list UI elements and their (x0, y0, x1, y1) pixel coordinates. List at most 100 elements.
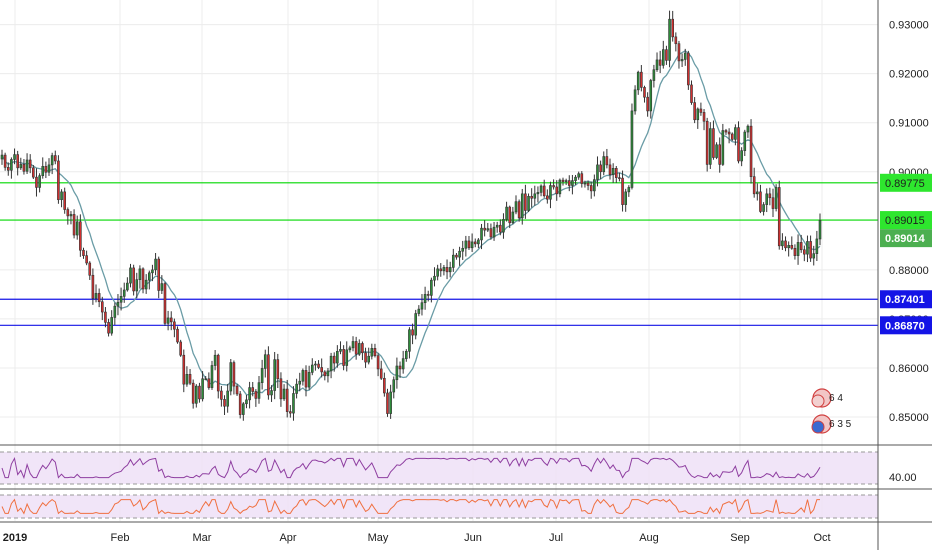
candle-body (549, 185, 552, 200)
candle (216, 353, 220, 399)
candle (245, 394, 248, 409)
candle (809, 235, 812, 262)
candle (91, 268, 95, 305)
candle (75, 215, 79, 240)
candle (796, 234, 800, 265)
candle (567, 175, 571, 192)
candle (173, 318, 176, 338)
candle (110, 310, 113, 336)
candle-body (542, 185, 546, 197)
candle (160, 275, 164, 295)
candle-body (408, 329, 411, 352)
candle (605, 148, 609, 169)
candle (226, 383, 229, 413)
candle (104, 307, 107, 328)
candle (539, 184, 543, 197)
candle-body (473, 241, 477, 245)
candle-body (470, 241, 474, 249)
candle (144, 274, 148, 294)
candle-body (176, 328, 179, 343)
candle (530, 188, 533, 208)
candle-body (144, 279, 148, 290)
candle (486, 222, 490, 233)
candle-body (661, 49, 665, 66)
candle (784, 236, 787, 252)
candle-body (173, 321, 176, 330)
candle (586, 180, 590, 191)
candle-body (182, 354, 186, 385)
level-tag (880, 211, 932, 230)
candle (304, 365, 308, 397)
candle-body (799, 242, 803, 251)
candle (799, 234, 803, 253)
candle-body (310, 364, 314, 373)
candle (781, 233, 784, 250)
candle (38, 173, 41, 193)
candle (289, 405, 292, 418)
candle-body (436, 268, 439, 277)
candle-body (198, 385, 201, 400)
candle (423, 286, 427, 310)
event-badges[interactable]: 6 4 6 3 5 (811, 388, 852, 434)
candle (467, 235, 471, 250)
candle-body (809, 241, 812, 259)
candle-body (398, 365, 402, 370)
candle (580, 171, 584, 188)
candle-body (166, 317, 170, 324)
candle (740, 147, 743, 167)
candle-body (50, 155, 54, 166)
candle (411, 323, 414, 345)
candle (655, 52, 659, 72)
candle (32, 164, 35, 180)
candle-body (285, 388, 289, 412)
candle-body (270, 390, 273, 396)
candle (426, 290, 430, 302)
candle (47, 158, 51, 176)
candle (132, 264, 135, 296)
horizontal-levels (0, 182, 878, 326)
candle-body (696, 108, 700, 121)
candle-body (248, 387, 251, 401)
candle (702, 109, 706, 131)
candle (254, 389, 258, 407)
candle-body (705, 120, 709, 165)
candle-body (188, 374, 192, 384)
candle (163, 281, 167, 327)
candle (621, 170, 624, 212)
candle-body (185, 374, 189, 385)
candle (22, 159, 26, 175)
candle (138, 265, 142, 289)
candle (10, 157, 13, 179)
candle-body (567, 180, 571, 186)
candle (646, 92, 649, 117)
candle-body (13, 154, 16, 160)
candle (724, 128, 728, 135)
candle (279, 372, 283, 407)
candle (242, 402, 245, 421)
candle-body (295, 383, 298, 394)
candle-body (100, 301, 104, 313)
candle-body (486, 228, 490, 231)
candle-body (376, 355, 380, 370)
candle (555, 180, 559, 201)
globe-news-icon[interactable]: 6 3 5 (811, 414, 852, 434)
candle-body (599, 164, 602, 173)
candle (430, 277, 433, 303)
candle-body (721, 130, 725, 165)
candle-body (433, 275, 436, 281)
candle-body (655, 59, 659, 71)
candle (524, 184, 527, 219)
date-axis: 2019 Feb Mar Apr May Jun Jul Aug Sep Oct (3, 532, 831, 544)
candle-body (514, 201, 518, 213)
candle-body (530, 195, 533, 199)
calendar-event-icon[interactable]: 6 4 (811, 388, 843, 408)
candle-body (195, 385, 198, 404)
candle-body (223, 399, 226, 407)
candle (295, 378, 298, 399)
price-tick-label: 0.86000 (889, 363, 929, 375)
candle-body (455, 254, 458, 258)
candle (818, 213, 822, 246)
price-tick-label: 0.91000 (889, 118, 929, 130)
candle (693, 97, 696, 124)
